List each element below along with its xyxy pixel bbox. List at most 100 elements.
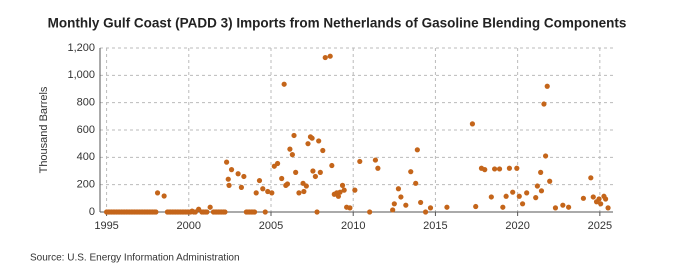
x-tick-label: 2005: [259, 220, 283, 232]
data-point: [337, 189, 343, 195]
data-point: [322, 54, 328, 61]
data-point: [469, 121, 476, 127]
data-point: [514, 165, 520, 171]
source-note: Source: U.S. Energy Information Administ…: [30, 253, 240, 264]
data-point: [225, 176, 231, 182]
data-point: [541, 101, 547, 107]
data-point: [341, 187, 347, 193]
data-point: [320, 147, 326, 154]
x-tick-label: 1995: [94, 220, 118, 232]
data-point: [427, 205, 434, 211]
data-point: [588, 175, 594, 181]
data-point: [312, 173, 318, 180]
data-point: [316, 138, 322, 144]
data-point: [413, 180, 419, 186]
data-point: [161, 193, 167, 199]
data-point: [367, 209, 373, 215]
data-point: [262, 209, 268, 215]
data-point: [403, 202, 409, 208]
data-point: [503, 193, 509, 199]
data-point: [496, 166, 503, 172]
data-point: [228, 167, 235, 173]
data-point: [390, 207, 396, 213]
data-point: [357, 158, 363, 165]
data-point: [473, 203, 479, 210]
data-point: [274, 160, 281, 167]
data-point: [542, 153, 549, 159]
data-point: [284, 181, 291, 187]
x-tick-label: 2020: [505, 220, 529, 232]
chart-title: Monthly Gulf Coast (PADD 3) Imports from…: [48, 16, 627, 31]
data-point: [241, 173, 247, 180]
data-point: [534, 183, 540, 189]
data-point: [596, 196, 602, 202]
data-point: [395, 186, 402, 192]
data-point: [547, 178, 553, 184]
x-tick-label: 2025: [588, 220, 612, 232]
data-point: [317, 169, 323, 175]
data-point: [238, 184, 245, 190]
data-point: [580, 195, 587, 201]
data-point: [289, 152, 295, 158]
data-point: [301, 188, 307, 195]
y-tick-label: 200: [77, 179, 95, 191]
data-point: [293, 169, 299, 175]
data-point: [398, 194, 404, 200]
data-point: [414, 147, 420, 153]
y-tick-label: 800: [77, 97, 95, 109]
data-point: [253, 190, 259, 196]
data-point: [305, 141, 311, 147]
data-point: [552, 205, 559, 211]
data-point: [538, 188, 545, 194]
data-point: [598, 201, 604, 207]
data-point: [329, 162, 335, 169]
data-point: [207, 204, 213, 210]
data-point: [339, 182, 346, 188]
data-point: [444, 204, 450, 210]
data-point: [391, 201, 397, 207]
data-point: [560, 202, 566, 208]
data-point: [303, 183, 309, 189]
y-tick-label: 600: [77, 124, 95, 136]
data-point: [287, 146, 293, 152]
data-point: [327, 53, 333, 59]
data-point: [265, 188, 271, 195]
data-point: [279, 175, 285, 182]
data-point: [347, 205, 353, 211]
data-point: [500, 204, 506, 210]
data-point: [492, 166, 498, 172]
data-point: [375, 165, 381, 171]
x-tick-label: 2010: [341, 220, 365, 232]
data-point: [291, 132, 297, 139]
data-point: [372, 157, 379, 163]
data-point: [603, 196, 609, 202]
data-point: [605, 205, 611, 211]
data-point: [510, 189, 516, 195]
data-point: [310, 168, 316, 174]
data-point: [590, 194, 596, 200]
data-point: [204, 209, 210, 215]
y-tick-label: 1,000: [67, 69, 95, 81]
data-point: [153, 209, 159, 215]
data-point: [269, 190, 275, 196]
y-tick-label: 400: [77, 151, 95, 163]
data-point: [222, 209, 228, 215]
data-point: [296, 190, 302, 196]
data-point: [524, 190, 530, 196]
data-point: [519, 201, 526, 207]
data-point: [418, 199, 424, 206]
data-point: [488, 194, 494, 200]
data-point: [422, 209, 429, 215]
data-point: [260, 186, 266, 192]
y-axis-label: Thousand Barrels: [38, 86, 50, 173]
y-tick-label: 1,200: [67, 42, 95, 54]
data-point: [566, 204, 572, 210]
data-point: [352, 187, 358, 193]
data-point: [281, 81, 287, 87]
data-point: [251, 209, 258, 215]
data-point: [335, 193, 342, 199]
data-point: [224, 159, 230, 165]
data-point: [482, 167, 488, 173]
data-point: [235, 171, 241, 177]
